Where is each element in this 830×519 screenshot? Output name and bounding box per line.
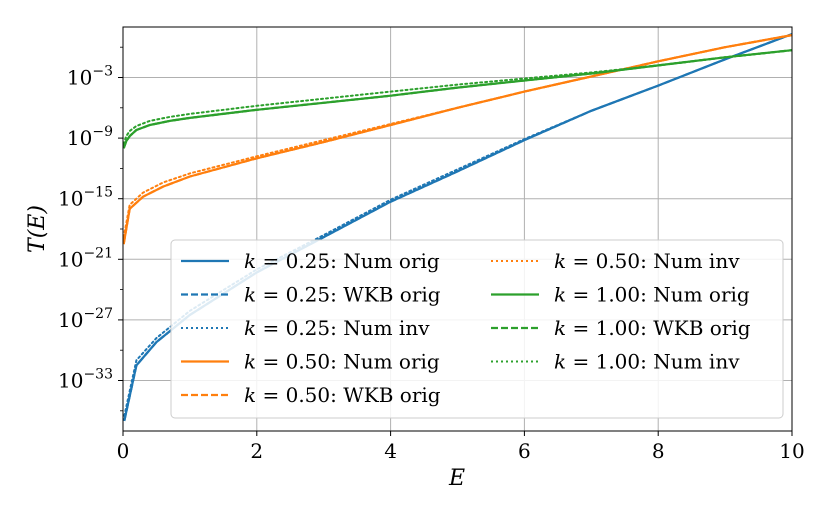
x-tick-label: 6 — [518, 439, 531, 463]
series-line-k050-num-inv — [123, 34, 792, 239]
y-tick-label: 10−3 — [67, 64, 113, 90]
legend-entry-label: k = 1.00: Num inv — [554, 350, 740, 374]
legend-entry-label: k = 0.50: Num orig — [244, 350, 440, 374]
legend: k = 0.25: Num orig k = 0.25: WKB orig k = … — [170, 239, 784, 419]
series-line-k050-num-orig — [123, 34, 792, 245]
series-line-k100-wkb-orig — [123, 49, 792, 149]
y-tick-label: 10−33 — [58, 367, 113, 393]
legend-entry-label: k = 0.25: Num orig — [244, 249, 440, 273]
legend-entry-label: k = 0.25: Num inv — [244, 316, 430, 340]
x-axis-label: E — [448, 466, 465, 491]
y-tick-label: 10−15 — [58, 185, 113, 211]
series-line-k050-wkb-orig — [123, 34, 792, 245]
x-tick-label: 8 — [652, 439, 665, 463]
series-line-k100-num-orig — [123, 49, 792, 149]
y-tick-label: 10−21 — [58, 245, 113, 271]
legend-entry-label: k = 0.50: Num inv — [554, 249, 740, 273]
x-tick-label: 2 — [250, 439, 263, 463]
series-line-k025-num-inv — [123, 33, 792, 417]
y-axis-label: T(E) — [25, 205, 50, 253]
legend-entry-label: k = 0.25: WKB orig — [244, 283, 441, 307]
y-tick-label: 10−9 — [67, 124, 113, 150]
legend-box — [170, 239, 784, 419]
series-line-k100-num-inv — [123, 49, 792, 146]
legend-entry-label: k = 1.00: Num orig — [554, 283, 750, 307]
axes: 0 2 4 6 8 10 10−33 10−27 10−21 10−15 10−9 10−3 — [58, 46, 805, 463]
legend-entry-label: k = 0.50: WKB orig — [244, 383, 441, 407]
series-curves — [123, 33, 792, 422]
y-tick-label: 10−27 — [58, 306, 113, 332]
x-tick-label: 0 — [117, 439, 130, 463]
legend-entry-label: k = 1.00: WKB orig — [554, 316, 751, 340]
x-tick-label: 10 — [779, 439, 804, 463]
x-tick-label: 4 — [384, 439, 397, 463]
